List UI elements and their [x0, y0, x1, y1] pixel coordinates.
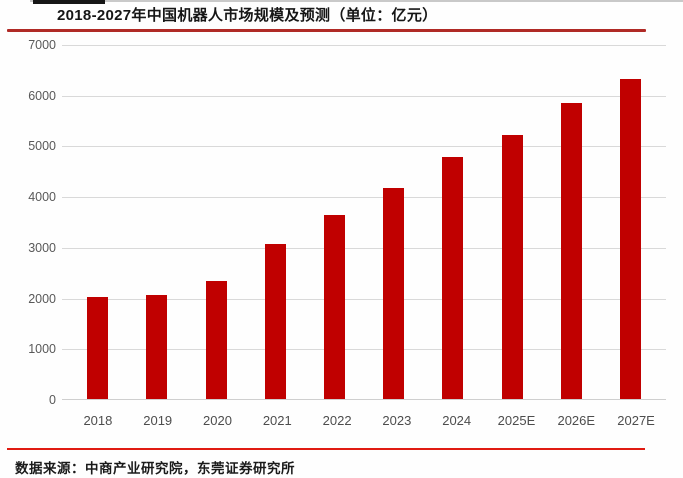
bar-2020 — [205, 281, 227, 400]
bar-2021 — [264, 244, 286, 400]
bars-container — [68, 45, 660, 400]
y-tick-label-2000: 2000 — [28, 291, 56, 306]
gridline-1000 — [62, 349, 666, 351]
bar-slot-2025E — [482, 45, 541, 400]
bar-2018 — [87, 296, 109, 400]
gridline-5000 — [62, 146, 666, 148]
bar-2026E — [560, 102, 582, 400]
bar-slot-2022 — [305, 45, 364, 400]
bar-slot-2023 — [364, 45, 423, 400]
gridline-4000 — [62, 197, 666, 199]
data-source-note: 数据来源：中商产业研究院，东莞证券研究所 — [15, 461, 295, 476]
bar-slot-2019 — [127, 45, 186, 400]
x-tick-label-2025E: 2025E — [497, 413, 536, 428]
y-tick-label-7000: 7000 — [28, 38, 56, 52]
x-tick-label-2026E: 2026E — [557, 413, 596, 428]
x-tick-label-2019: 2019 — [143, 413, 173, 428]
y-tick-label-3000: 3000 — [28, 240, 56, 255]
x-tick-label-2022: 2022 — [322, 413, 352, 428]
bar-2019 — [146, 294, 168, 400]
top-border-artifact — [33, 0, 105, 4]
x-axis-line — [62, 399, 666, 400]
x-tick-label-2027E: 2027E — [617, 413, 655, 428]
bar-slot-2026E — [542, 45, 601, 400]
bar-slot-2027E — [601, 45, 660, 400]
x-tick-label-2021: 2021 — [262, 413, 292, 428]
x-tick-label-2020: 2020 — [203, 413, 232, 428]
y-tick-label-0: 0 — [49, 393, 56, 407]
bar-2022 — [323, 214, 345, 400]
bar-slot-2021 — [246, 45, 305, 400]
bar-2024 — [442, 157, 464, 400]
footer-divider-line — [7, 448, 645, 450]
bar-slot-2020 — [186, 45, 245, 400]
title-divider-line — [7, 29, 646, 32]
bar-2025E — [501, 134, 523, 400]
y-tick-label-6000: 6000 — [28, 88, 56, 103]
plot-area — [62, 45, 666, 400]
y-tick-label-1000: 1000 — [28, 342, 56, 357]
gridline-6000 — [62, 95, 666, 97]
x-tick-label-2018: 2018 — [83, 413, 113, 428]
gridline-3000 — [62, 247, 666, 249]
y-tick-label-5000: 5000 — [28, 139, 56, 154]
bar-2023 — [383, 188, 405, 400]
bar-slot-2024 — [423, 45, 482, 400]
bar-chart: 0 1000 2000 3000 4000 5000 6000 7000 2018 2019 20… — [12, 38, 672, 430]
gridline-2000 — [62, 298, 666, 300]
bar-2027E — [619, 78, 641, 400]
bar-slot-2018 — [68, 45, 127, 400]
x-tick-label-2023: 2023 — [382, 413, 412, 428]
page-top-edge — [30, 0, 683, 2]
x-tick-label-2024: 2024 — [442, 413, 472, 428]
gridline-7000 — [62, 45, 666, 46]
x-axis-labels: 2018 2019 2020 2021 2022 2023 2024 2025E 2026E 20… — [68, 404, 666, 430]
y-tick-label-4000: 4000 — [28, 190, 56, 205]
chart-title: 2018-2027年中国机器人市场规模及预测（单位：亿元） — [57, 7, 438, 24]
